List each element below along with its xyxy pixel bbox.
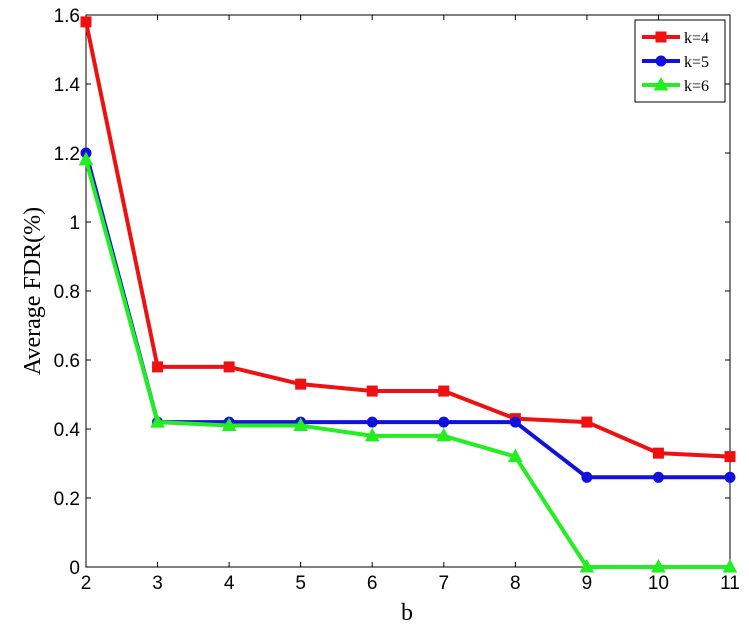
x-tick-label: 8	[510, 573, 521, 594]
x-tick-label: 5	[295, 573, 306, 594]
data-point-circle	[509, 416, 521, 428]
legend-label: k=5	[684, 54, 709, 71]
data-point-square	[438, 385, 450, 397]
x-tick-label: 9	[582, 573, 593, 594]
data-point-triangle	[651, 558, 666, 573]
legend-label: k=4	[684, 30, 709, 47]
data-point-square	[655, 31, 667, 43]
data-point-square	[652, 447, 664, 459]
data-point-triangle	[293, 417, 309, 432]
series-k=6	[78, 151, 738, 573]
data-point-square	[223, 361, 235, 373]
data-point-circle	[652, 471, 664, 483]
y-tick-label: 0.8	[54, 282, 80, 303]
data-point-circle	[438, 416, 450, 428]
legend-item: k=6	[642, 76, 709, 95]
data-point-square	[295, 378, 307, 390]
data-point-triangle	[436, 427, 452, 442]
data-point-circle	[724, 471, 736, 483]
data-point-triangle	[507, 448, 523, 463]
data-point-square	[581, 416, 593, 428]
y-axis-label: Average FDR(%)	[20, 207, 46, 375]
data-point-triangle	[364, 427, 380, 442]
legend-item: k=5	[642, 54, 709, 71]
plot-area	[85, 14, 731, 568]
data-point-triangle	[150, 414, 165, 428]
data-point-square	[366, 385, 378, 397]
y-tick-label: 1.4	[54, 75, 81, 96]
data-point-triangle	[78, 151, 94, 166]
data-point-triangle	[653, 76, 669, 91]
y-tick-label: 0.2	[54, 489, 80, 510]
x-tick-label: 10	[648, 573, 669, 594]
data-point-circle	[655, 55, 667, 67]
legend-label: k=6	[684, 78, 709, 95]
series-line	[84, 159, 730, 569]
y-tick-label: 1	[69, 213, 80, 234]
data-point-square	[152, 361, 164, 373]
legend-item: k=4	[642, 30, 709, 47]
series-line	[84, 21, 731, 459]
data-point-square	[80, 16, 92, 28]
y-tick-label: 1.6	[54, 6, 80, 27]
data-point-square	[724, 451, 736, 463]
legend: k=4 k=5 k=6	[634, 19, 726, 103]
data-point-circle	[366, 416, 378, 428]
x-tick-label: 6	[367, 573, 378, 594]
series-k=4	[80, 16, 736, 463]
x-tick-label: 2	[81, 573, 92, 594]
data-point-triangle	[221, 417, 237, 432]
data-point-triangle	[579, 558, 595, 573]
data-point-triangle	[722, 558, 738, 573]
y-tick-label: 0.6	[54, 351, 80, 372]
x-tick-label: 7	[438, 573, 449, 594]
series-layer	[78, 16, 738, 573]
x-axis-label: b	[401, 600, 413, 626]
x-tick-label: 11	[720, 573, 740, 594]
data-point-circle	[581, 471, 593, 483]
x-tick-label: 3	[152, 573, 163, 594]
y-tick-label: 1.2	[54, 144, 80, 165]
y-tick-label: 0.4	[54, 420, 81, 441]
x-tick-label: 4	[224, 573, 235, 594]
y-tick-label: 0	[69, 558, 80, 579]
